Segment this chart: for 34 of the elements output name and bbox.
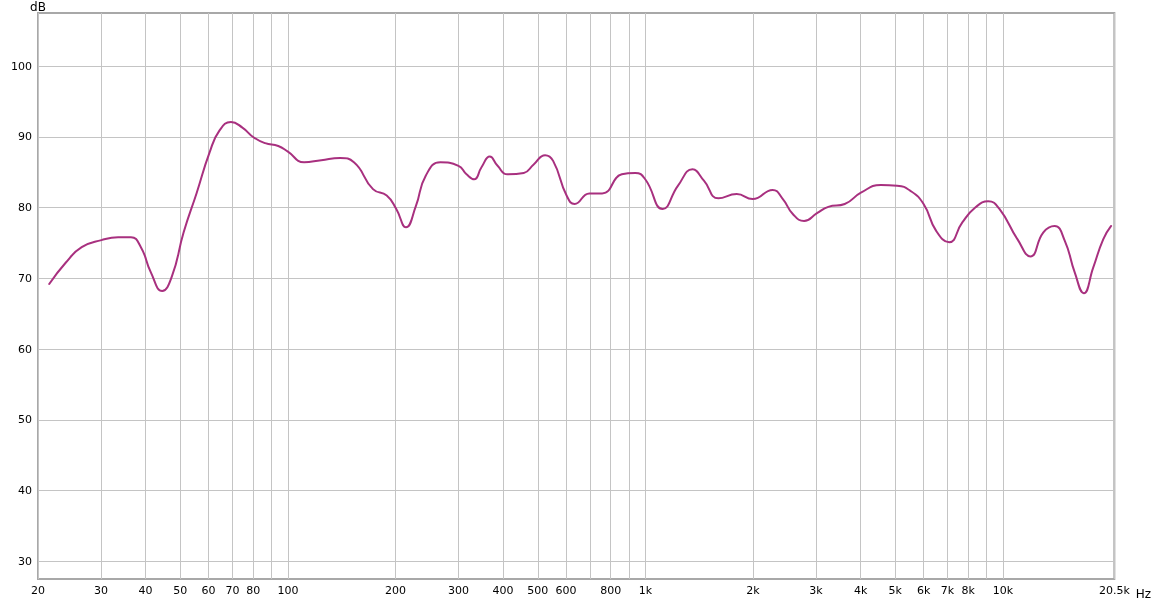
x-tick-label: 50	[173, 584, 188, 597]
y-tick-label: 90	[18, 130, 32, 144]
x-tick-label: 20	[31, 584, 45, 597]
y-tick-label: 80	[18, 201, 32, 215]
x-axis-title: Hz	[1135, 587, 1152, 600]
x-tick-label: 100	[277, 584, 299, 597]
y-tick-label: 40	[18, 484, 32, 498]
x-tick-label: 30	[93, 584, 108, 597]
y-tick-label: 50	[18, 413, 32, 427]
x-tick-label: 20.5k	[1098, 584, 1131, 597]
x-tick-label: 4k	[853, 584, 868, 597]
x-tick-label: 10k	[992, 584, 1014, 597]
y-tick-label: 100	[11, 59, 32, 73]
y-axis-title: dB	[30, 0, 46, 14]
x-tick-label: 1k	[638, 584, 653, 597]
x-tick-label: 7k	[940, 584, 955, 597]
x-tick-label: 200	[385, 584, 406, 597]
x-tick-label: 400	[492, 584, 514, 597]
y-tick-label: 30	[18, 554, 32, 568]
x-tick-label: 500	[527, 584, 549, 597]
x-tick-label: 8k	[961, 584, 976, 597]
x-tick-label: 3k	[809, 584, 824, 597]
x-tick-label: 60	[201, 584, 216, 597]
x-tick-label: 300	[447, 584, 469, 597]
x-tick-label: 40	[138, 584, 153, 597]
x-tick-label: 2k	[746, 584, 761, 597]
x-tick-label: 800	[600, 584, 622, 597]
x-tick-label: 5k	[888, 584, 903, 597]
x-tick-label: 70	[225, 584, 240, 597]
x-tick-label: 80	[246, 584, 261, 597]
x-tick-label: 6k	[916, 584, 931, 597]
y-tick-label: 70	[18, 271, 32, 285]
x-tick-label: 600	[555, 584, 577, 597]
y-tick-label: 60	[18, 342, 32, 356]
